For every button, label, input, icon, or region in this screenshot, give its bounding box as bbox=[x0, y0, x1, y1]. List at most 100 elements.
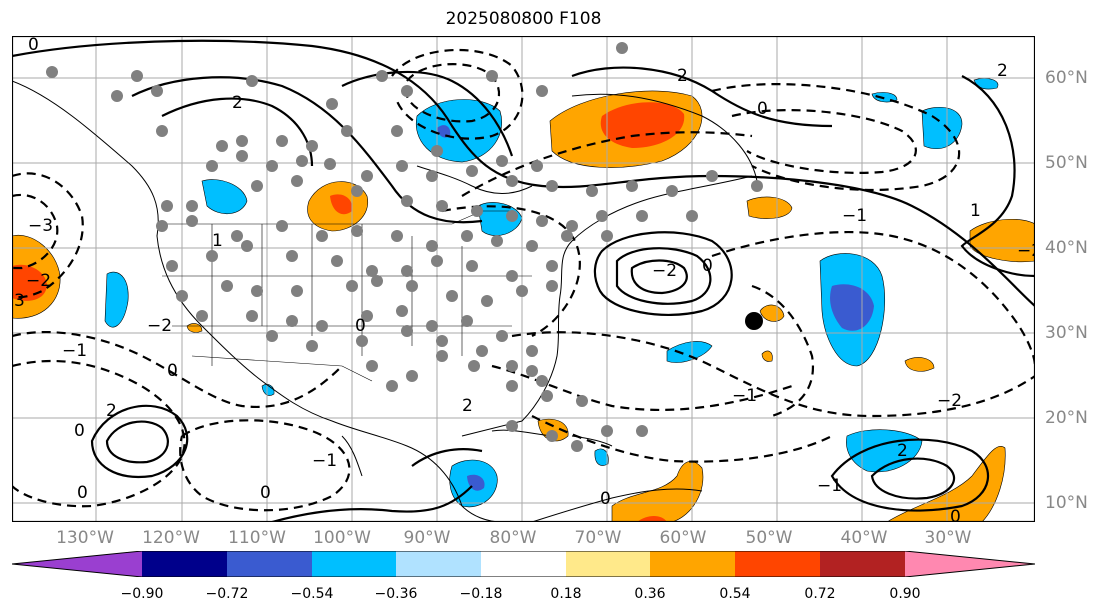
lat-label: 40°N bbox=[1045, 238, 1088, 258]
station-dot bbox=[156, 125, 168, 137]
colorbar-tick: 0.18 bbox=[550, 586, 581, 602]
colorbar-segment bbox=[142, 551, 227, 577]
station-dot bbox=[396, 160, 408, 172]
station-dot bbox=[346, 280, 358, 292]
station-dot bbox=[468, 360, 480, 372]
station-dot bbox=[461, 230, 473, 242]
station-dot bbox=[516, 285, 528, 297]
contour-label: 0 bbox=[600, 489, 611, 509]
station-dot bbox=[246, 75, 258, 87]
colorbar-tick: 0.36 bbox=[634, 586, 665, 602]
lat-label: 60°N bbox=[1045, 68, 1088, 88]
contour-label: 0 bbox=[950, 507, 961, 522]
colorbar-segment bbox=[312, 551, 396, 577]
station-dot bbox=[686, 210, 698, 222]
station-dot bbox=[216, 140, 228, 152]
station-dot bbox=[596, 210, 608, 222]
station-dot bbox=[396, 305, 408, 317]
station-dot bbox=[291, 285, 303, 297]
station-dot bbox=[506, 175, 518, 187]
contour-label: −2 bbox=[937, 391, 962, 411]
station-dot bbox=[526, 240, 538, 252]
station-dot bbox=[386, 380, 398, 392]
lon-label: 80°W bbox=[490, 528, 537, 548]
station-dot bbox=[351, 185, 363, 197]
station-dot bbox=[296, 155, 308, 167]
station-dot bbox=[241, 240, 253, 252]
station-dot bbox=[526, 345, 538, 357]
station-dot bbox=[306, 140, 318, 152]
station-dot bbox=[506, 380, 518, 392]
station-dot bbox=[486, 70, 498, 82]
contour-label: −1 bbox=[817, 476, 842, 496]
station-dot bbox=[236, 150, 248, 162]
colorbar-tick: −0.18 bbox=[460, 586, 503, 602]
station-dot bbox=[391, 125, 403, 137]
station-dot bbox=[616, 42, 628, 54]
station-dot bbox=[151, 85, 163, 97]
colorbar-segment bbox=[396, 551, 481, 577]
colorbar-extend-min bbox=[12, 551, 142, 577]
contour-label: 0 bbox=[260, 483, 271, 503]
contour-label: 0 bbox=[702, 256, 713, 276]
station-dot bbox=[371, 275, 383, 287]
station-dot bbox=[366, 360, 378, 372]
station-dot bbox=[266, 160, 278, 172]
contour-label: −2 bbox=[26, 271, 51, 291]
contour-label: −1 bbox=[732, 386, 757, 406]
map-title: 2025080800 F108 bbox=[0, 9, 1047, 29]
station-dot bbox=[601, 425, 613, 437]
station-dot bbox=[196, 310, 208, 322]
station-dot bbox=[436, 200, 448, 212]
station-dot bbox=[626, 180, 638, 192]
station-dot bbox=[426, 170, 438, 182]
station-dot bbox=[286, 250, 298, 262]
station-dot bbox=[446, 290, 458, 302]
lon-label: 40°W bbox=[841, 528, 888, 548]
station-dot bbox=[251, 180, 263, 192]
contour-label: 2 bbox=[232, 93, 243, 113]
lon-label: 130°W bbox=[56, 528, 114, 548]
station-dot bbox=[351, 225, 363, 237]
contour-label: 0 bbox=[74, 421, 85, 441]
station-dot bbox=[326, 98, 338, 110]
station-dot bbox=[496, 330, 508, 342]
station-dot bbox=[316, 230, 328, 242]
colorbar-segment bbox=[650, 551, 735, 577]
contour-label: 2 bbox=[997, 61, 1008, 81]
station-dot bbox=[306, 340, 318, 352]
contour-label: −1 bbox=[312, 451, 337, 471]
contour-label: 1 bbox=[970, 201, 981, 221]
station-dot bbox=[341, 125, 353, 137]
strong-negative-fills bbox=[437, 125, 874, 491]
station-dot bbox=[576, 395, 588, 407]
station-dot bbox=[221, 280, 233, 292]
station-dot bbox=[531, 160, 543, 172]
station-dot bbox=[466, 165, 478, 177]
colorbar bbox=[12, 551, 1035, 577]
station-dot bbox=[266, 330, 278, 342]
contour-label: −1 bbox=[842, 206, 867, 226]
contour-label: 0 bbox=[77, 483, 88, 503]
station-dot bbox=[546, 430, 558, 442]
station-dot bbox=[46, 66, 58, 78]
lat-label: 50°N bbox=[1045, 153, 1088, 173]
station-dot bbox=[506, 270, 518, 282]
station-dot bbox=[246, 310, 258, 322]
station-dot bbox=[391, 230, 403, 242]
lon-label: 60°W bbox=[660, 528, 707, 548]
station-dot bbox=[401, 265, 413, 277]
lat-label: 20°N bbox=[1045, 408, 1088, 428]
colorbar-segment bbox=[481, 551, 566, 577]
colorbar-tick: −0.54 bbox=[291, 586, 334, 602]
station-dot bbox=[186, 215, 198, 227]
station-dot bbox=[401, 85, 413, 97]
station-dot bbox=[491, 235, 503, 247]
station-dot bbox=[401, 325, 413, 337]
colorbar-segment bbox=[820, 551, 905, 577]
center-marker bbox=[745, 312, 763, 330]
station-dot bbox=[401, 195, 413, 207]
lat-label: 30°N bbox=[1045, 323, 1088, 343]
contour-label: 2 bbox=[462, 396, 473, 416]
station-dot bbox=[536, 375, 548, 387]
